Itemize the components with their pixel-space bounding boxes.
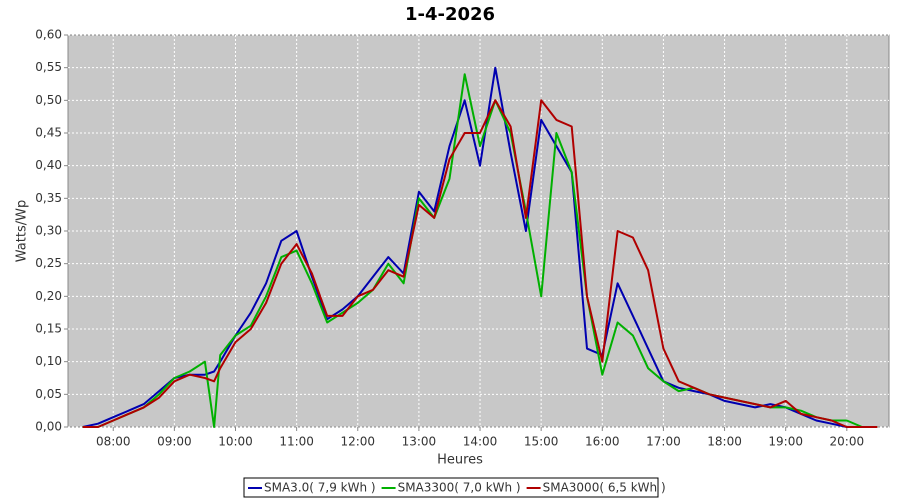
y-tick-label: 0,25 <box>35 256 62 270</box>
x-tick-label: 09:00 <box>157 435 192 449</box>
x-tick-label: 14:00 <box>463 435 498 449</box>
y-tick-label: 0,30 <box>35 224 62 238</box>
x-tick-label: 18:00 <box>707 435 742 449</box>
series-line <box>82 99 878 428</box>
y-tick-label: 0,40 <box>35 158 62 172</box>
y-tick-label: 0,60 <box>35 28 62 42</box>
y-tick-label: 0,10 <box>35 354 62 368</box>
x-tick-label: 15:00 <box>524 435 559 449</box>
legend-label: SMA3000( 6,5 kWh ) <box>543 481 666 495</box>
legend-label: SMA3.0( 7,9 kWh ) <box>264 481 376 495</box>
y-tick-label: 0,00 <box>35 420 62 434</box>
y-axis-label: Watts/Wp <box>15 200 30 262</box>
y-tick-label: 0,55 <box>35 60 62 74</box>
x-tick-label: 08:00 <box>96 435 131 449</box>
y-tick-label: 0,05 <box>35 387 62 401</box>
x-tick-label: 11:00 <box>279 435 314 449</box>
chart-title: 1-4-2026 <box>405 4 495 25</box>
x-tick-label: 10:00 <box>218 435 253 449</box>
y-tick-label: 0,20 <box>35 289 62 303</box>
y-tick-label: 0,15 <box>35 322 62 336</box>
x-tick-label: 16:00 <box>585 435 620 449</box>
x-tick-label: 13:00 <box>402 435 437 449</box>
x-tick-label: 12:00 <box>340 435 375 449</box>
legend <box>243 477 659 498</box>
x-tick-label: 19:00 <box>768 435 803 449</box>
y-tick-label: 0,45 <box>35 126 62 140</box>
x-tick-label: 20:00 <box>830 435 865 449</box>
x-tick-label: 17:00 <box>646 435 681 449</box>
y-tick-label: 0,35 <box>35 191 62 205</box>
x-axis-label: Heures <box>437 453 483 468</box>
y-tick-label: 0,50 <box>35 93 62 107</box>
legend-label: SMA3300( 7,0 kWh ) <box>398 481 521 495</box>
